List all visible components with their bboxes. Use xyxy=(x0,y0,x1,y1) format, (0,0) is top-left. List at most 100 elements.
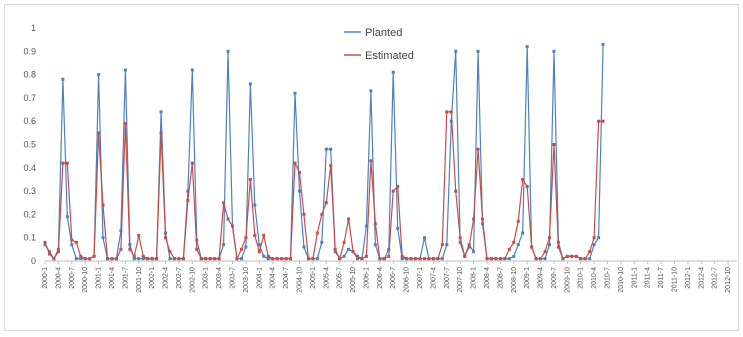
data-point-estimated xyxy=(213,257,217,261)
x-tick-label: 2007-7 xyxy=(444,267,451,289)
data-point-estimated xyxy=(360,257,364,261)
x-tick-label: 2007-1 xyxy=(417,267,424,289)
data-point-estimated xyxy=(155,257,159,261)
legend-planted-label: Planted xyxy=(365,27,402,39)
data-point-planted xyxy=(43,243,47,247)
x-tick-label: 2012-7 xyxy=(712,267,719,289)
x-tick-label: 2012-4 xyxy=(698,267,705,289)
x-tick-label: 2008-10 xyxy=(511,267,518,293)
y-tick-label: 0.4 xyxy=(23,163,36,173)
data-point-estimated xyxy=(387,254,391,258)
data-point-estimated xyxy=(440,243,444,247)
data-point-estimated xyxy=(494,257,498,261)
data-point-planted xyxy=(262,254,266,258)
x-tick-label: 2012-1 xyxy=(685,267,692,289)
x-tick-label: 2000-4 xyxy=(55,267,62,289)
x-tick-label: 2005-10 xyxy=(350,267,357,293)
data-point-estimated xyxy=(552,143,556,146)
data-point-estimated xyxy=(588,250,592,254)
x-tick-label: 2009-10 xyxy=(564,267,571,293)
x-tick-label: 2005-4 xyxy=(323,267,330,289)
data-point-estimated xyxy=(74,240,78,244)
data-point-estimated xyxy=(52,257,56,261)
data-point-estimated xyxy=(280,257,284,261)
data-point-estimated xyxy=(168,250,172,254)
data-point-estimated xyxy=(302,212,306,216)
data-point-estimated xyxy=(521,177,525,181)
x-tick-label: 2003-1 xyxy=(203,267,210,289)
x-tick-label: 2006-7 xyxy=(390,267,397,289)
data-point-planted xyxy=(266,257,270,261)
x-tick-label: 2002-10 xyxy=(189,267,196,293)
data-point-estimated xyxy=(338,257,342,261)
data-point-planted xyxy=(445,243,449,247)
data-point-estimated xyxy=(123,122,127,126)
data-point-planted xyxy=(543,257,547,261)
data-point-planted xyxy=(248,82,252,86)
x-tick-label: 2006-10 xyxy=(404,267,411,293)
data-point-estimated xyxy=(239,247,243,251)
data-point-planted xyxy=(74,257,78,261)
data-point-estimated xyxy=(476,147,480,151)
x-tick-label: 2000-1 xyxy=(42,267,49,289)
data-point-planted xyxy=(141,257,145,261)
data-point-estimated xyxy=(592,236,596,240)
data-point-planted xyxy=(356,257,360,261)
data-point-estimated xyxy=(114,257,118,261)
data-point-estimated xyxy=(351,250,355,254)
data-point-planted xyxy=(244,245,248,249)
data-point-planted xyxy=(65,215,69,219)
data-point-estimated xyxy=(324,201,328,205)
data-point-planted xyxy=(186,189,190,193)
data-point-estimated xyxy=(311,257,315,261)
data-point-estimated xyxy=(137,233,141,237)
data-point-estimated xyxy=(150,257,154,261)
data-point-planted xyxy=(132,257,136,261)
y-axis: 0 0.1 0.2 0.3 0.4 0.5 0.6 0.7 0.8 0.9 1 xyxy=(23,23,36,266)
y-tick-label: 0.1 xyxy=(23,233,36,243)
data-point-estimated xyxy=(539,257,543,261)
data-point-estimated xyxy=(226,217,230,221)
data-point-planted xyxy=(396,226,400,230)
data-point-estimated xyxy=(199,257,203,261)
data-point-estimated xyxy=(409,257,413,261)
x-tick-label: 2005-7 xyxy=(337,267,344,289)
data-point-planted xyxy=(547,243,551,247)
y-tick-label: 0.5 xyxy=(23,140,36,150)
x-tick-label: 2004-4 xyxy=(270,267,277,289)
x-tick-label: 2010-4 xyxy=(591,267,598,289)
data-point-planted xyxy=(190,68,194,72)
x-tick-label: 2008-1 xyxy=(471,267,478,289)
legend-estimated-label: Estimated xyxy=(365,50,414,62)
data-point-estimated xyxy=(543,250,547,254)
data-point-planted xyxy=(61,77,65,81)
data-point-estimated xyxy=(97,131,101,135)
data-point-planted xyxy=(315,257,319,261)
data-point-estimated xyxy=(356,254,360,258)
data-point-planted xyxy=(507,257,511,261)
data-point-estimated xyxy=(378,257,382,261)
data-point-estimated xyxy=(146,257,150,261)
data-point-estimated xyxy=(315,231,319,235)
data-point-estimated xyxy=(271,257,275,261)
data-point-estimated xyxy=(454,189,458,193)
y-tick-label: 0.6 xyxy=(23,116,36,126)
data-point-estimated xyxy=(235,257,239,261)
data-point-planted xyxy=(458,240,462,244)
data-point-estimated xyxy=(369,159,373,163)
data-point-estimated xyxy=(244,236,248,240)
line-chart: 00.10.20.30.40.50.60.70.80.91 2000-1 2000… xyxy=(23,23,737,293)
data-point-estimated xyxy=(570,254,574,258)
data-point-estimated xyxy=(449,110,453,114)
x-tick-label: 2003-10 xyxy=(243,267,250,293)
data-point-estimated xyxy=(132,254,136,258)
data-point-planted xyxy=(239,257,243,261)
data-point-planted xyxy=(601,42,605,46)
y-tick-label: 0.9 xyxy=(23,46,36,56)
data-point-estimated xyxy=(208,257,212,261)
data-point-estimated xyxy=(530,245,534,249)
data-point-estimated xyxy=(556,245,560,249)
data-point-estimated xyxy=(79,254,83,258)
data-point-planted xyxy=(347,247,351,251)
data-point-estimated xyxy=(597,119,601,123)
